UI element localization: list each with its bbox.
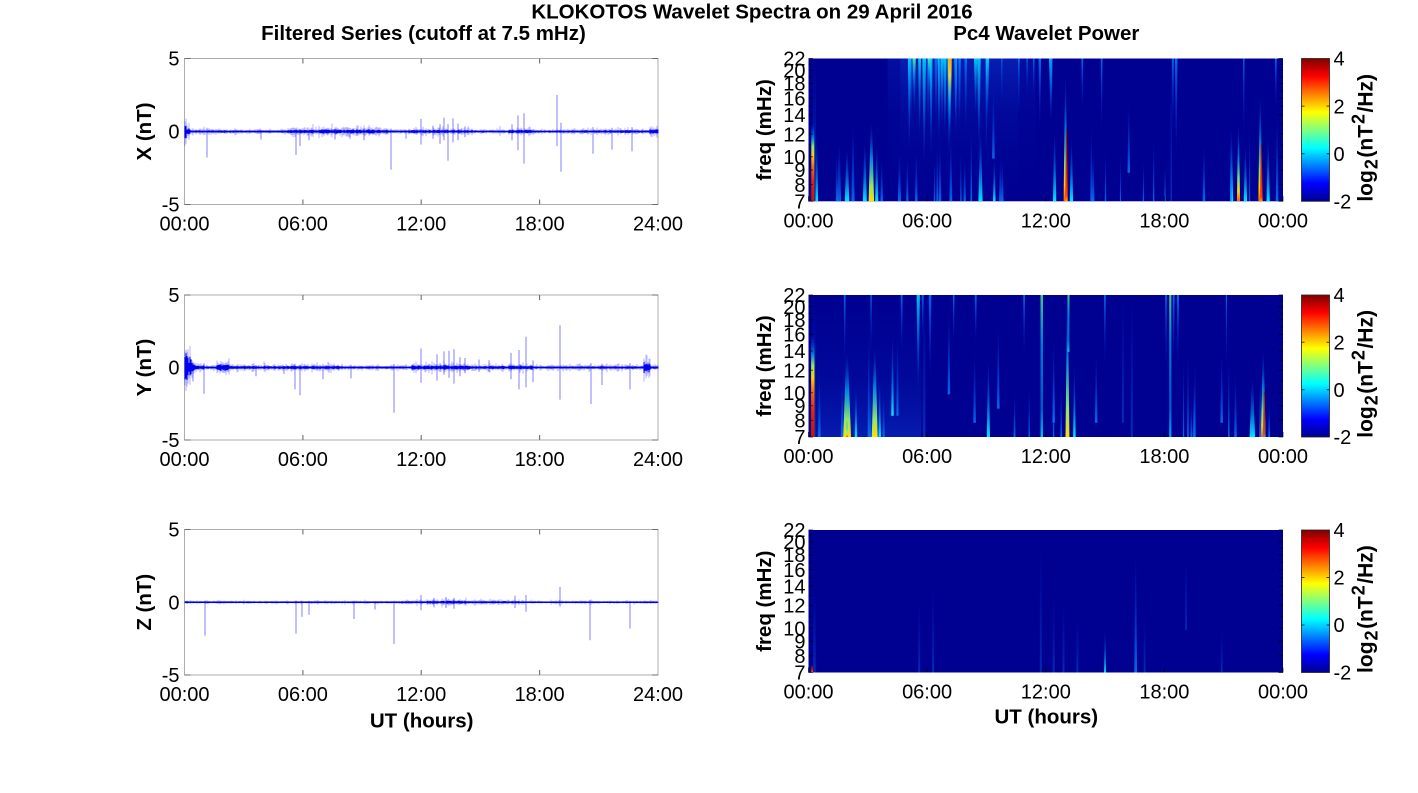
svg-text:18:00: 18:00 [515,214,565,236]
svg-text:7: 7 [794,663,805,685]
svg-text:0: 0 [168,593,179,615]
svg-text:5: 5 [168,49,179,71]
svg-text:0: 0 [168,358,179,380]
svg-text:4: 4 [1334,49,1345,71]
svg-text:18: 18 [783,545,805,567]
svg-text:00:00: 00:00 [159,449,209,471]
svg-text:06:00: 06:00 [278,449,328,471]
svg-text:06:00: 06:00 [278,684,328,706]
svg-text:12:00: 12:00 [396,684,446,706]
svg-text:freq (mHz): freq (mHz) [753,315,776,416]
svg-text:0: 0 [1334,615,1345,637]
svg-text:4: 4 [1334,520,1345,542]
svg-text:14: 14 [783,105,805,127]
svg-text:10: 10 [783,383,805,405]
svg-text:12:00: 12:00 [1021,210,1071,232]
svg-text:-5: -5 [162,430,180,452]
svg-text:Filtered Series (cutoff at 7.5: Filtered Series (cutoff at 7.5 mHz) [261,22,586,45]
svg-text:18:00: 18:00 [1139,446,1189,468]
svg-text:4: 4 [1334,285,1345,307]
svg-text:KLOKOTOS Wavelet Spectra on 29: KLOKOTOS Wavelet Spectra on 29 April 201… [531,0,972,23]
svg-text:00:00: 00:00 [159,214,209,236]
svg-text:06:00: 06:00 [902,446,952,468]
svg-text:22: 22 [783,520,805,542]
svg-text:UT (hours): UT (hours) [994,706,1098,729]
svg-text:8: 8 [794,411,805,433]
svg-text:00:00: 00:00 [783,210,833,232]
svg-text:7: 7 [794,192,805,214]
svg-text:24:00: 24:00 [633,214,683,236]
svg-text:00:00: 00:00 [1258,682,1308,704]
svg-text:9: 9 [794,631,805,653]
svg-text:2: 2 [1334,568,1345,590]
svg-text:12:00: 12:00 [1021,446,1071,468]
svg-text:24:00: 24:00 [633,449,683,471]
svg-text:X (nT): X (nT) [133,102,156,160]
svg-text:2: 2 [1334,96,1345,118]
svg-text:18: 18 [783,74,805,96]
svg-text:Y (nT): Y (nT) [133,339,156,397]
svg-text:8: 8 [794,175,805,197]
svg-text:Z (nT): Z (nT) [133,574,156,631]
svg-text:24:00: 24:00 [633,684,683,706]
svg-text:18:00: 18:00 [1139,210,1189,232]
svg-text:-5: -5 [162,665,180,687]
svg-text:18:00: 18:00 [515,684,565,706]
svg-text:log2(nT2/Hz): log2(nT2/Hz) [1348,310,1381,438]
svg-text:12: 12 [783,124,805,146]
svg-text:00:00: 00:00 [1258,446,1308,468]
svg-text:12: 12 [783,596,805,618]
svg-text:00:00: 00:00 [159,684,209,706]
svg-text:18:00: 18:00 [515,449,565,471]
svg-text:-5: -5 [162,195,180,217]
svg-text:22: 22 [783,285,805,307]
svg-text:12:00: 12:00 [1021,682,1071,704]
svg-text:00:00: 00:00 [783,682,833,704]
svg-text:2: 2 [1334,333,1345,355]
svg-text:9: 9 [794,160,805,182]
svg-text:06:00: 06:00 [902,682,952,704]
svg-text:16: 16 [783,560,805,582]
svg-text:freq (mHz): freq (mHz) [753,551,776,652]
svg-text:20: 20 [783,61,805,83]
svg-text:-2: -2 [1334,663,1352,685]
svg-text:22: 22 [783,49,805,71]
svg-text:12:00: 12:00 [396,449,446,471]
svg-text:7: 7 [794,427,805,449]
svg-text:20: 20 [783,297,805,319]
svg-text:14: 14 [783,576,805,598]
svg-text:18:00: 18:00 [1139,682,1189,704]
svg-text:0: 0 [1334,380,1345,402]
svg-text:12:00: 12:00 [396,214,446,236]
svg-text:freq (mHz): freq (mHz) [753,79,776,180]
svg-text:06:00: 06:00 [902,210,952,232]
svg-text:5: 5 [168,285,179,307]
svg-text:10: 10 [783,147,805,169]
svg-text:18: 18 [783,310,805,332]
svg-text:14: 14 [783,341,805,363]
svg-text:-2: -2 [1334,427,1352,449]
svg-text:UT (hours): UT (hours) [370,710,474,733]
svg-text:16: 16 [783,88,805,110]
svg-text:12: 12 [783,360,805,382]
svg-text:0: 0 [168,122,179,144]
svg-text:16: 16 [783,325,805,347]
svg-text:5: 5 [168,520,179,542]
svg-text:Pc4 Wavelet Power: Pc4 Wavelet Power [953,22,1139,45]
svg-text:log2(nT2/Hz): log2(nT2/Hz) [1348,74,1381,202]
svg-text:9: 9 [794,396,805,418]
svg-text:0: 0 [1334,144,1345,166]
svg-text:20: 20 [783,532,805,554]
svg-text:00:00: 00:00 [1258,210,1308,232]
svg-text:log2(nT2/Hz): log2(nT2/Hz) [1348,545,1381,673]
svg-text:10: 10 [783,618,805,640]
svg-text:00:00: 00:00 [783,446,833,468]
svg-text:8: 8 [794,646,805,668]
svg-text:06:00: 06:00 [278,214,328,236]
svg-text:-2: -2 [1334,192,1352,214]
